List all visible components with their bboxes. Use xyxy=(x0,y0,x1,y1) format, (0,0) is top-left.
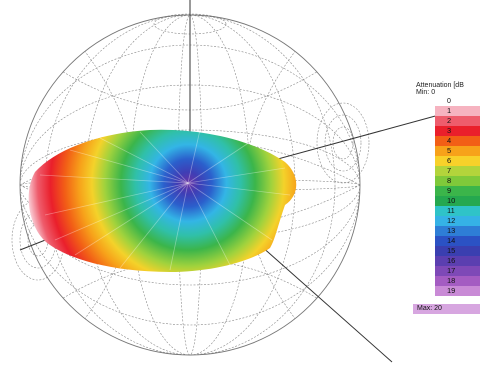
legend-level: 17 xyxy=(435,266,480,276)
legend-level: 11 xyxy=(435,206,480,216)
legend-level: 10 xyxy=(435,196,480,206)
legend-max-label: Max: xyxy=(417,305,433,312)
legend-level: 13 xyxy=(435,226,480,236)
legend-zero-label: 0 xyxy=(447,98,451,105)
legend-level: 14 xyxy=(435,236,480,246)
legend-title: Attenuation [dB xyxy=(416,82,464,89)
legend-level: 1 xyxy=(435,106,480,116)
attenuation-pattern-surface xyxy=(28,129,297,272)
legend-level: 5 xyxy=(435,146,480,156)
legend-level: 9 xyxy=(435,186,480,196)
legend-max-value: 20 xyxy=(434,305,442,312)
legend-level: 19 xyxy=(435,286,480,296)
legend-level: 8 xyxy=(435,176,480,186)
legend-level: 2 xyxy=(435,116,480,126)
legend-level: 3 xyxy=(435,126,480,136)
legend-min: Min: 0 xyxy=(416,89,435,96)
legend-level: 15 xyxy=(435,246,480,256)
legend-level: 18 xyxy=(435,276,480,286)
legend-level: 12 xyxy=(435,216,480,226)
legend-level: 16 xyxy=(435,256,480,266)
legend-min-value: 0 xyxy=(431,89,436,96)
legend-level: 7 xyxy=(435,166,480,176)
legend-level: 4 xyxy=(435,136,480,146)
legend-level: 6 xyxy=(435,156,480,166)
legend-color-scale: 1 2 3 4 5 6 7 8 9 10 11 12 13 14 15 16 17 18 19 xyxy=(435,106,480,296)
legend-min-label: Min: xyxy=(416,89,430,96)
attenuation-legend: Attenuation [dB Min: 0 0 1 2 3 4 5 6 7 8 9 10 11 12… xyxy=(413,82,480,318)
legend-max: Max: 20 xyxy=(413,304,480,314)
